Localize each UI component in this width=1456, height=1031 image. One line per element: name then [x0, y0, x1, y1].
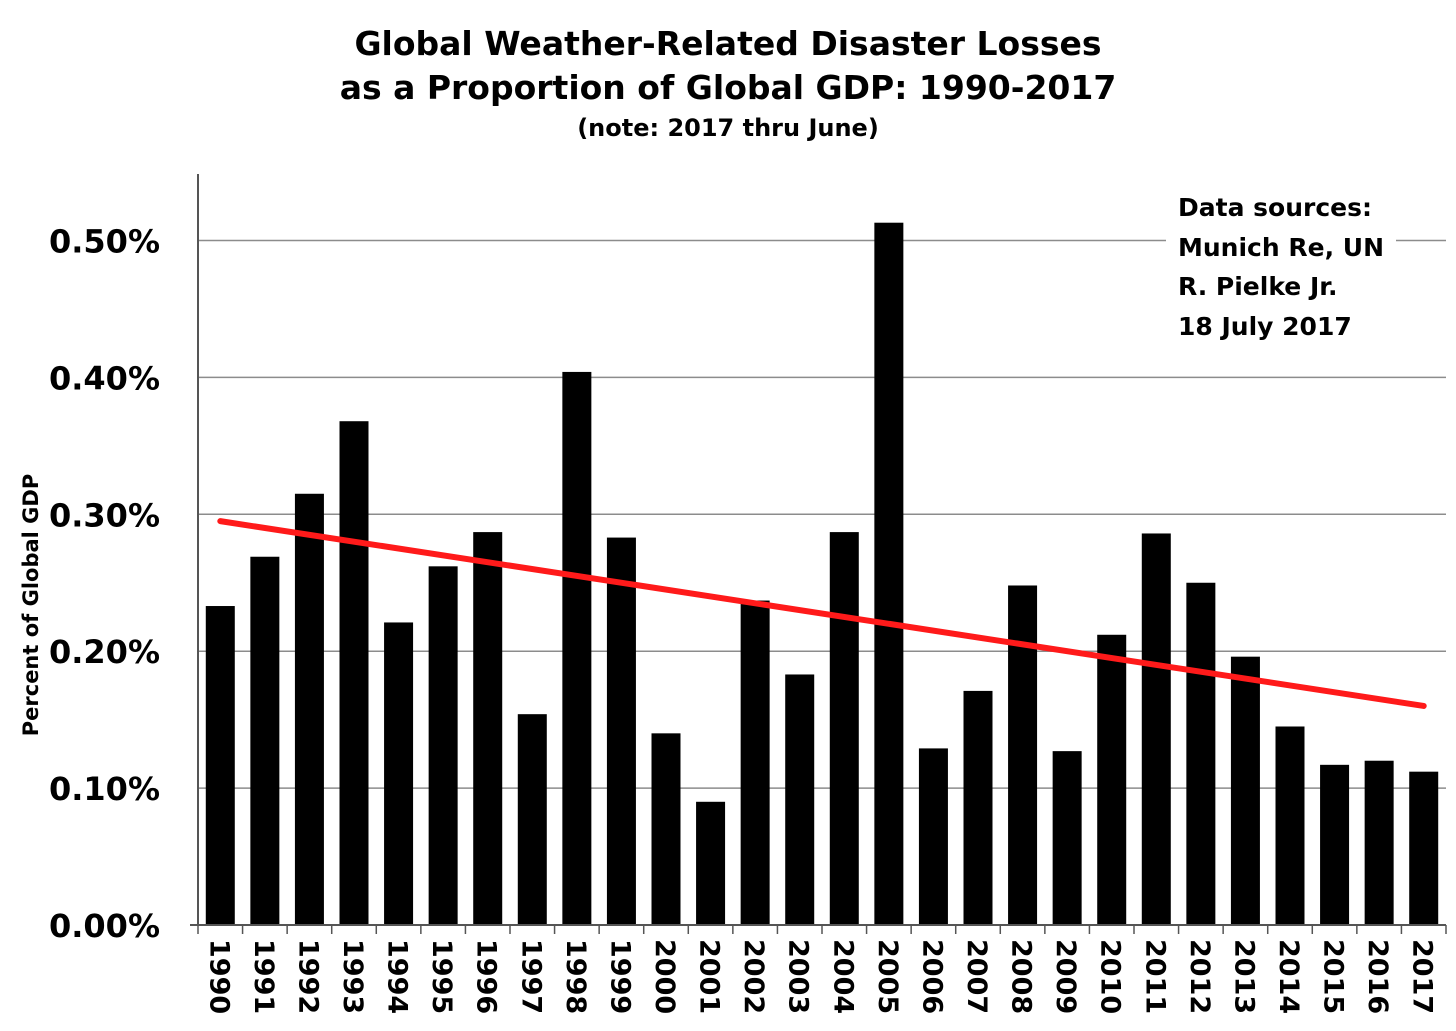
x-tick-label: 1996	[471, 939, 502, 1014]
x-tick-label: 2001	[694, 939, 725, 1014]
bar-2012	[1186, 582, 1216, 925]
x-tick-label: 2007	[961, 939, 992, 1014]
trendline	[217, 518, 1427, 709]
bar-1995	[428, 566, 458, 925]
x-tick-label: 2009	[1050, 939, 1081, 1014]
chart-subtitle: (note: 2017 thru June)	[577, 114, 879, 142]
chart-title-block: Global Weather-Related Disaster Losses a…	[0, 22, 1456, 146]
bar-2005	[874, 222, 904, 925]
y-tick-label: 0.20%	[49, 633, 160, 671]
bar-2010	[1097, 634, 1127, 925]
x-tick-label: 1994	[382, 939, 413, 1014]
x-tick-label: 1997	[515, 939, 546, 1014]
y-axis-label: Percent of Global GDP	[19, 474, 43, 737]
bar-2017	[1409, 771, 1439, 925]
x-tick-label: 2015	[1318, 939, 1349, 1014]
chart-title-line-2: as a Proportion of Global GDP: 1990-2017	[339, 68, 1117, 107]
bar-1998	[562, 371, 592, 925]
bar-2000	[651, 733, 681, 925]
bar-2008	[1008, 585, 1038, 925]
chart-title-line-1: Global Weather-Related Disaster Losses	[354, 24, 1102, 63]
x-tick-label: 2011	[1139, 939, 1170, 1014]
bar-1999	[606, 537, 636, 925]
data-sources-line-3: R. Pielke Jr.	[1178, 272, 1338, 301]
bar-2006	[918, 748, 948, 925]
x-tick-labels: 1990 1991 1992 1993 1994 1995 1996 1997 1998 1999…	[203, 939, 1437, 1014]
bar-1991	[250, 556, 280, 925]
bar-1994	[384, 622, 414, 925]
bar-2004	[829, 532, 859, 925]
y-tick-label: 0.50%	[49, 223, 160, 261]
bar-2016	[1364, 760, 1394, 925]
bar-2011	[1141, 533, 1171, 925]
bar-2003	[785, 674, 815, 925]
axes	[190, 174, 1447, 934]
x-tick-label: 1998	[560, 939, 591, 1014]
x-tick-label: 2014	[1273, 939, 1304, 1014]
bar-2001	[696, 801, 726, 925]
x-tick-label: 2006	[916, 939, 947, 1014]
x-tick-label: 2010	[1095, 939, 1126, 1014]
bar-2002	[740, 600, 770, 925]
x-tick-label: 2003	[783, 939, 814, 1014]
x-tick-label: 1992	[292, 939, 323, 1014]
data-sources-note: Data sources: Munich Re, UN R. Pielke Jr…	[1166, 186, 1396, 352]
x-tick-label: 2012	[1184, 939, 1215, 1014]
x-tick-label: 2000	[649, 939, 680, 1014]
x-tick-label: 2008	[1006, 939, 1037, 1014]
x-tick-label: 2017	[1407, 939, 1438, 1014]
data-sources-line-4: 18 July 2017	[1178, 311, 1352, 341]
bar-1993	[339, 421, 369, 925]
y-tick-label: 0.00%	[49, 907, 160, 945]
bar-2014	[1275, 726, 1305, 925]
x-tick-label: 2013	[1228, 939, 1259, 1014]
data-sources-line-1: Data sources:	[1178, 193, 1372, 222]
bar-2013	[1230, 656, 1260, 925]
data-sources-line-2: Munich Re, UN	[1178, 232, 1384, 262]
trendline-group	[217, 518, 1427, 709]
x-tick-label: 1993	[337, 939, 368, 1014]
x-tick-label: 2002	[738, 939, 769, 1014]
x-tick-label: 1990	[203, 939, 234, 1014]
bar-2009	[1052, 751, 1082, 925]
bar-1990	[205, 606, 235, 925]
bar-2007	[963, 690, 993, 925]
bar-2015	[1320, 764, 1350, 925]
y-tick-label: 0.40%	[49, 359, 160, 397]
bars	[205, 222, 1439, 925]
y-tick-labels: 0.00% 0.10% 0.20% 0.30% 0.40% 0.50%	[49, 223, 160, 946]
bar-1996	[473, 532, 503, 925]
y-tick-label: 0.10%	[49, 770, 160, 808]
x-tick-label: 1995	[426, 939, 457, 1014]
x-tick-label: 2004	[827, 939, 858, 1014]
x-tick-label: 2016	[1362, 939, 1393, 1014]
bar-1992	[294, 493, 324, 925]
y-tick-label: 0.30%	[49, 496, 160, 534]
bar-1997	[517, 714, 547, 925]
x-tick-label: 2005	[872, 939, 903, 1014]
x-tick-label: 1999	[604, 939, 635, 1014]
x-tick-label: 1991	[248, 939, 279, 1014]
